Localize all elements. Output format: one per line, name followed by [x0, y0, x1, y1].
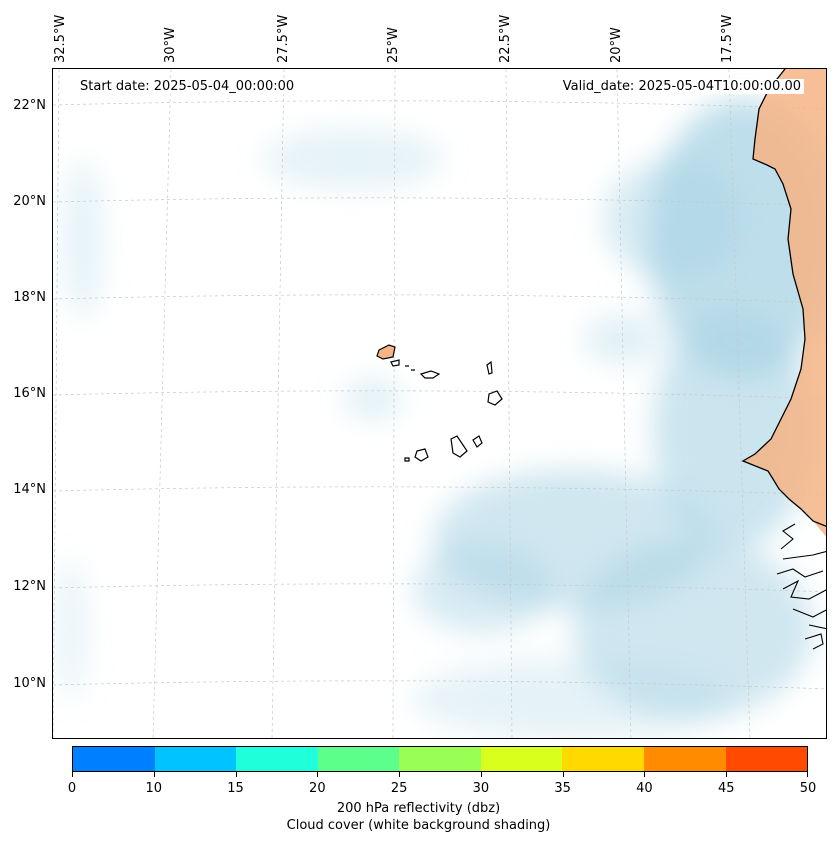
colorbar-tick — [317, 772, 318, 777]
colorbar-label-cloud-cover: Cloud cover (white background shading) — [286, 818, 551, 833]
colorbar-segment-2 — [236, 747, 318, 771]
colorbar-segment-5 — [480, 747, 563, 771]
cape-verde-islands — [376, 344, 503, 462]
africa-landmass — [741, 69, 826, 650]
colorbar-tick — [154, 772, 155, 777]
colorbar-tick — [399, 772, 400, 777]
lon-label-32-5w: 32.5°W — [53, 14, 68, 63]
cloud-cover-layer — [57, 99, 826, 738]
colorbar-tick-label: 35 — [554, 781, 571, 796]
colorbar-tick-label: 0 — [67, 781, 77, 796]
lat-label-16n: 16°N — [13, 386, 46, 401]
lat-label-10n: 10°N — [13, 676, 46, 691]
lat-label-12n: 12°N — [13, 579, 46, 594]
island-sao-vicente — [390, 359, 400, 367]
start-date-label: Start date: 2025-05-04_00:00:00 — [77, 79, 298, 94]
colorbar-segment-4 — [399, 747, 481, 771]
island-boa-vista — [487, 390, 503, 406]
valid-date-label: Valid_date: 2025-05-04T10:00:00.00 — [559, 79, 804, 94]
island-santiago — [450, 435, 468, 458]
colorbar-tick-label: 10 — [145, 781, 163, 796]
colorbar-tick — [726, 772, 727, 777]
graticule — [53, 69, 826, 738]
colorbar-segment-8 — [725, 747, 808, 771]
island-small-group — [405, 365, 415, 371]
colorbar-tick — [644, 772, 645, 777]
lon-label-17-5w: 17.5°W — [720, 14, 735, 63]
lat-label-20n: 20°N — [13, 194, 46, 209]
colorbar-segment-1 — [154, 747, 237, 771]
colorbar-tick-label: 15 — [227, 781, 244, 796]
colorbar-tick — [807, 772, 808, 777]
colorbar-segment-3 — [317, 747, 400, 771]
colorbar-tick-label: 20 — [309, 781, 326, 796]
colorbar-tick-label: 30 — [472, 781, 490, 796]
lon-label-25w: 25°W — [386, 27, 401, 63]
colorbar-tick-label: 50 — [799, 781, 817, 796]
colorbar-tick — [563, 772, 564, 777]
lon-label-22-5w: 22.5°W — [498, 14, 513, 63]
colorbar — [72, 746, 808, 772]
island-maio — [472, 435, 483, 448]
colorbar-tick — [236, 772, 237, 777]
colorbar-tick — [481, 772, 482, 777]
island-fogo — [414, 448, 429, 462]
island-sal — [486, 360, 493, 375]
colorbar-label-reflectivity: 200 hPa reflectivity (dbz) — [336, 801, 501, 816]
lat-label-14n: 14°N — [13, 482, 46, 497]
map-panel[interactable]: Start date: 2025-05-04_00:00:00 Valid_da… — [52, 68, 827, 739]
lon-label-30w: 30°W — [163, 27, 178, 63]
lon-label-20w: 20°W — [609, 27, 624, 63]
colorbar-tick-label: 40 — [636, 781, 653, 796]
island-santo-antao — [376, 344, 396, 360]
map-canvas — [53, 69, 826, 738]
lat-label-18n: 18°N — [13, 290, 46, 305]
lat-label-22n: 22°N — [13, 98, 46, 113]
colorbar-tick-label: 45 — [717, 781, 735, 796]
island-brava — [404, 457, 410, 462]
island-sao-nicolau — [419, 370, 441, 379]
colorbar-tick-label: 25 — [390, 781, 408, 796]
colorbar-tick — [72, 772, 73, 777]
colorbar-segment-0 — [73, 747, 155, 771]
colorbar-segment-6 — [562, 747, 644, 771]
colorbar-segment-7 — [643, 747, 726, 771]
lon-label-27-5w: 27.5°W — [276, 14, 291, 63]
